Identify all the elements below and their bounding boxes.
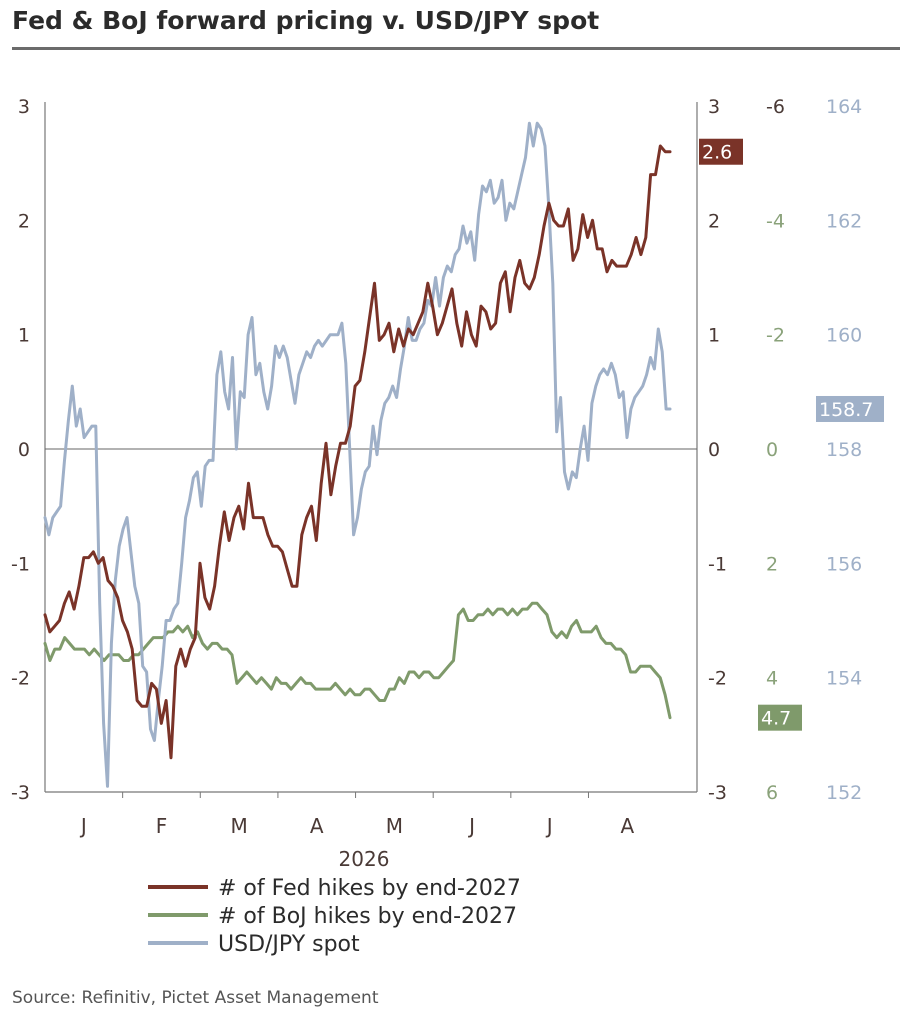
end-label-boj: 4.7 (761, 708, 791, 730)
left-axis-tick-label: 1 (18, 325, 30, 347)
usdjpy-axis-tick-label: 152 (826, 782, 862, 804)
left-axis-tick-label: -1 (11, 553, 30, 575)
legend-label-boj: # of BoJ hikes by end-2027 (218, 904, 517, 929)
x-axis-tick-label: J (545, 814, 553, 838)
end-label-box-boj (758, 704, 802, 731)
boj-axis-tick-label: 0 (766, 439, 778, 461)
x-axis-year-label: 2026 (339, 847, 390, 871)
boj-axis-tick-label: -2 (766, 325, 785, 347)
source-note: Source: Refinitiv, Pictet Asset Manageme… (12, 988, 379, 1008)
boj-axis-tick-label: -4 (766, 210, 785, 232)
boj-axis-tick-label: 6 (766, 782, 778, 804)
left-axis-tick-label: 2 (18, 210, 30, 232)
series-line-usdjpy (43, 121, 672, 788)
fed-right-axis-tick-label: 0 (708, 439, 720, 461)
end-label-fed: 2.6 (702, 142, 732, 164)
left-axis-tick-label: -2 (11, 668, 30, 690)
boj-axis-tick-label: -6 (766, 96, 785, 118)
left-axis-tick-label: -3 (11, 782, 30, 804)
usdjpy-axis-tick-label: 158 (826, 439, 862, 461)
fed-right-axis-tick-label: -2 (708, 668, 727, 690)
fed-right-axis-tick-label: -1 (708, 553, 727, 575)
x-axis-tick-label: M (386, 814, 403, 838)
boj-axis-tick-label: 4 (766, 668, 778, 690)
series-line-boj (43, 601, 672, 720)
series-line-fed (43, 144, 672, 760)
fed-right-axis-tick-label: 2 (708, 210, 720, 232)
x-axis-tick-label: A (310, 814, 324, 838)
x-axis-tick-label: M (230, 814, 247, 838)
x-axis-tick-label: J (79, 814, 87, 838)
usdjpy-axis-tick-label: 162 (826, 210, 862, 232)
usdjpy-axis-tick-label: 164 (826, 96, 862, 118)
end-label-box-fed (699, 138, 743, 165)
left-axis-tick-label: 3 (18, 96, 30, 118)
left-axis-tick-label: 0 (18, 439, 30, 461)
boj-axis-tick-label: 2 (766, 553, 778, 575)
x-axis-tick-label: J (467, 814, 475, 838)
legend-label-fed: # of Fed hikes by end-2027 (218, 876, 521, 901)
fed-right-axis-tick-label: 3 (708, 96, 720, 118)
fed-right-axis-tick-label: -3 (708, 782, 727, 804)
usdjpy-axis-tick-label: 154 (826, 668, 862, 690)
end-label-box-usdjpy (816, 395, 884, 422)
fed-right-axis-tick-label: 1 (708, 325, 720, 347)
usdjpy-axis-tick-label: 156 (826, 553, 862, 575)
chart-title: Fed & BoJ forward pricing v. USD/JPY spo… (12, 6, 600, 35)
x-axis-tick-label: A (620, 814, 634, 838)
usdjpy-axis-tick-label: 160 (826, 325, 862, 347)
end-label-usdjpy: 158.7 (819, 399, 873, 421)
x-axis-tick-label: F (156, 814, 168, 838)
title-divider (12, 47, 900, 50)
legend-label-usdjpy: USD/JPY spot (218, 932, 360, 957)
